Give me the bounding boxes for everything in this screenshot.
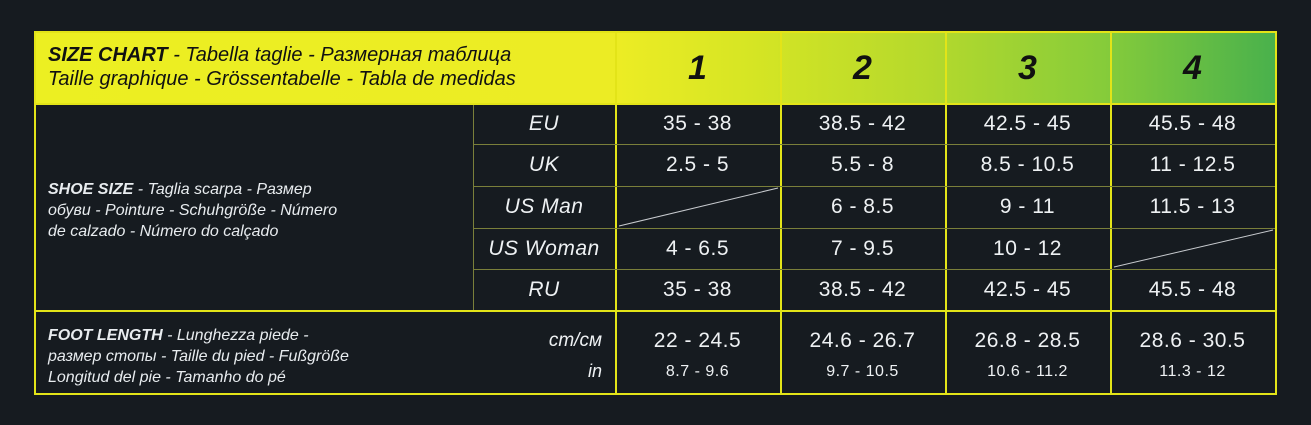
foot-length-label: FOOT LENGTH - Lunghezza piede - размер с… [48,325,349,388]
cell-ru-2: 38.5 - 42 [818,277,907,301]
divider-h [473,228,1275,229]
row-name-eu: EU [528,111,560,135]
cell-uswoman-2: 7 - 9.5 [830,236,895,260]
row-name-uk: UK [528,153,560,176]
cell-eu-4: 45.5 - 48 [1148,111,1237,135]
unit-cm: cm/см [548,330,602,351]
divider-v [780,33,782,393]
foot-length-rest: - Lunghezza piede - [162,327,309,344]
cell-eu-3: 42.5 - 45 [983,111,1072,135]
cell-ru-1: 35 - 38 [663,277,732,301]
size-col-2: 2 [853,48,872,87]
cell-uswoman-1: 4 - 6.5 [665,236,730,260]
row-name-ru: RU [528,277,560,301]
divider-v-label [473,103,474,310]
cell-uswoman-3: 10 - 12 [993,236,1062,260]
title-bold: SIZE CHART [48,44,168,66]
chart-title: SIZE CHART - Tabella taglie - Размерная … [48,43,516,91]
cell-uk-2: 5.5 - 8 [830,153,895,176]
size-col-1: 1 [688,48,707,87]
cell-ru-3: 42.5 - 45 [983,277,1072,301]
size-col-3: 3 [1018,48,1037,87]
cell-uk-1: 2.5 - 5 [665,153,730,176]
cell-uk-3: 8.5 - 10.5 [980,153,1075,176]
size-chart-table: SIZE CHART - Tabella taglie - Размерная … [34,31,1277,395]
unit-in: in [587,361,602,381]
divider-v [945,33,947,393]
cell-eu-1: 35 - 38 [663,111,732,135]
divider-h [473,144,1275,145]
shoe-size-rest: - Taglia scarpa - Размер [133,181,312,198]
divider-h [473,186,1275,187]
title-rest: - Tabella taglie - Размерная таблица [167,44,512,66]
divider-h [473,269,1275,270]
shoe-size-line-2: обуви - Pointure - Schuhgröße - Número [48,202,338,219]
foot-length-line-3: Longitud del pie - Tamanho do pé [48,369,286,386]
cell-cm-2: 24.6 - 26.7 [809,329,916,352]
cell-cm-1: 22 - 24.5 [653,329,742,352]
cell-cm-3: 26.8 - 28.5 [974,329,1081,352]
shoe-size-line-3: de calzado - Número do calçado [48,223,279,240]
row-name-us-woman: US Woman [488,236,600,260]
cell-cm-4: 28.6 - 30.5 [1139,329,1246,352]
divider-v [1110,33,1112,393]
empty-cell-slash [1113,229,1274,268]
shoe-size-bold: SHOE SIZE [48,181,134,198]
cell-usman-3: 9 - 11 [999,195,1056,218]
cell-usman-4: 11.5 - 13 [1149,195,1236,218]
cell-usman-2: 6 - 8.5 [830,195,895,218]
divider-v [615,33,617,393]
cell-in-1: 8.7 - 9.6 [665,363,730,380]
cell-in-4: 11.3 - 12 [1159,363,1226,380]
foot-length-line-2: размер стопы - Taille du pied - Fußgröße [48,348,349,365]
divider-h [36,310,1275,312]
divider-h [36,103,1275,105]
title-line-2: Taille graphique - Grössentabelle - Tabl… [48,68,516,90]
cell-uk-4: 11 - 12.5 [1149,153,1236,176]
empty-cell-slash [618,187,779,227]
cell-ru-4: 45.5 - 48 [1148,277,1237,301]
shoe-size-label: SHOE SIZE - Taglia scarpa - Размер обуви… [48,179,337,242]
cell-eu-2: 38.5 - 42 [818,111,907,135]
size-col-4: 4 [1183,48,1202,87]
cell-in-3: 10.6 - 11.2 [987,363,1068,380]
cell-in-2: 9.7 - 10.5 [826,363,899,380]
header-band [36,33,1275,103]
foot-length-bold: FOOT LENGTH [48,327,163,344]
row-name-us-man: US Man [504,195,584,218]
